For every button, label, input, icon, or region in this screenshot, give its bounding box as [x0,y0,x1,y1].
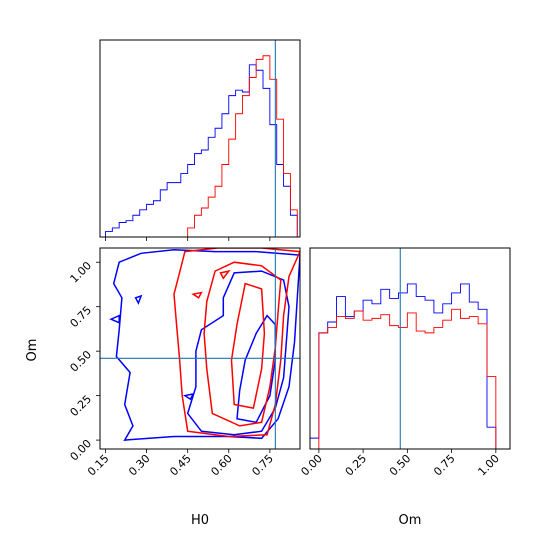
contours-red [173,248,300,438]
2d-frame [99,247,301,450]
h0-histogram-red [105,55,298,238]
contour-blue-0 [112,249,300,441]
om-axis-label-x: Om [399,513,422,528]
om-y-ticklabel-0: 0.00 [68,437,95,464]
om-yticks: 0.00 0.25 0.50 0.75 1.00 [68,259,100,464]
contour-red-1 [203,261,282,427]
om-x-ticklabel-1: 0.25 [343,452,370,479]
om-hist-red-path [310,308,505,450]
om-axis-label-y: Om [25,339,40,362]
h0-axis-label: H0 [191,513,209,528]
h0-marginal-xticks [105,237,271,241]
om-marginal-frame [309,247,511,450]
om-y-ticklabel-1: 0.25 [68,393,95,420]
om-hist-blue-path [309,283,505,450]
h0-histogram-blue [105,64,298,237]
om-y-ticklabel-4: 1.00 [68,259,95,286]
h0-ticklabel-3: 0.60 [208,452,235,479]
contour-red-2 [230,282,266,409]
h0-hist-blue-path [105,64,298,237]
h0-marginal-frame [99,39,301,238]
h0-hist-red-path [105,55,298,238]
h0-om-2d-panel: 0.15 0.30 0.45 0.60 0.75 0.00 0.25 0.50 0.75 1.0… [25,247,301,528]
om-x-ticklabel-2: 0.50 [387,452,414,479]
contour-red-0 [173,248,300,438]
om-x-ticklabel-4: 1.00 [475,452,502,479]
om-histogram-red [310,308,505,450]
om-xticks: 0.00 0.25 0.50 0.75 1.00 [298,449,502,478]
h0-marginal-panel [99,39,301,241]
contour-red-4 [219,269,231,280]
contour-blue-1 [186,270,290,436]
om-histogram-blue [309,283,505,450]
om-y-ticklabel-3: 0.75 [68,304,95,331]
contour-red-3 [191,291,203,299]
contour-blue-2 [236,314,277,424]
h0-xticks: 0.15 0.30 0.45 0.60 0.75 [85,449,276,478]
h0-ticklabel-1: 0.30 [126,452,153,479]
om-x-ticklabel-3: 0.75 [431,452,458,479]
h0-ticklabel-0: 0.15 [85,452,112,479]
om-y-ticklabel-2: 0.50 [68,348,95,375]
om-x-ticklabel-0: 0.00 [298,452,325,479]
contour-blue-4 [134,294,143,305]
h0-ticklabel-2: 0.45 [167,452,194,479]
om-marginal-panel: 0.00 0.25 0.50 0.75 1.00 Om [298,247,511,528]
h0-ticklabel-4: 0.75 [249,452,276,479]
contour-blue-5 [182,392,195,401]
contour-blue-3 [109,314,120,324]
